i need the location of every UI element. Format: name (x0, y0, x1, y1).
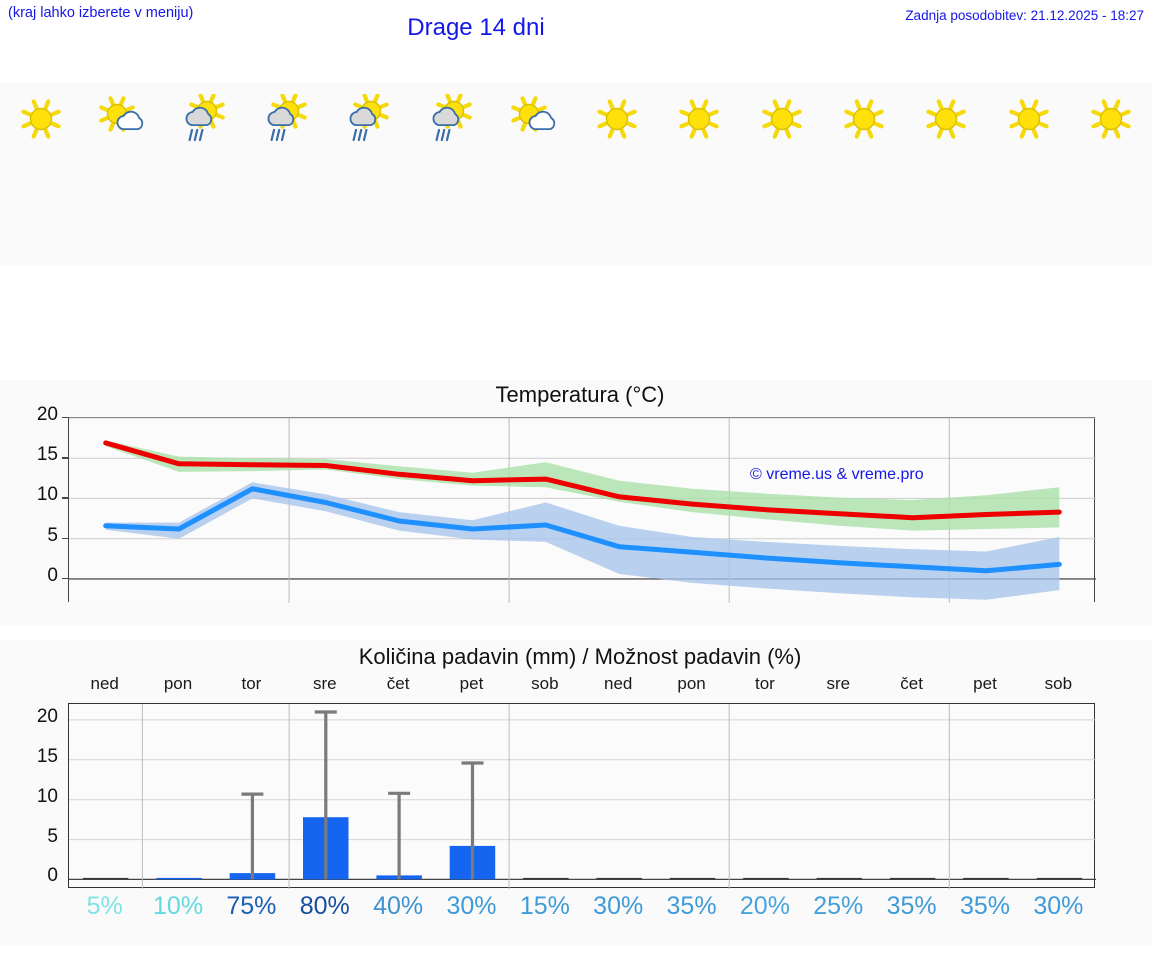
sun-weather-icon (823, 90, 905, 148)
precipitation-day-label: ned (604, 674, 633, 693)
precipitation-day-label: sob (1044, 674, 1073, 693)
precipitation-probability-label: 30% (1033, 892, 1084, 920)
precipitation-chart-panel: Količina padavin (mm) / Možnost padavin … (0, 640, 1152, 945)
daily-forecast-strip (0, 83, 1152, 265)
precipitation-day-label: tor (241, 674, 262, 693)
day-forecast-card[interactable] (905, 83, 987, 265)
day-forecast-card[interactable] (329, 83, 411, 265)
temperature-y-tick-label: 0 (47, 564, 58, 586)
temperature-y-tick-mark (62, 537, 68, 540)
menu-hint-text: (kraj lahko izberete v meniju) (8, 5, 194, 21)
precipitation-probability-label: 30% (593, 892, 644, 920)
temperature-y-tick-mark (62, 457, 68, 459)
sun-weather-icon (1070, 90, 1152, 148)
precipitation-day-label: sre (826, 674, 851, 693)
day-forecast-card[interactable] (823, 83, 905, 265)
precipitation-y-tick-label: 0 (47, 865, 58, 887)
precipitation-probability-label: 40% (373, 892, 424, 920)
precipitation-day-label: pon (163, 674, 193, 693)
sun-cloud-rain-weather-icon (165, 90, 247, 148)
page-header: (kraj lahko izberete v meniju) Drage 14 … (0, 0, 1152, 68)
temperature-y-tick-mark (62, 577, 68, 580)
precipitation-plot-area (68, 703, 1096, 889)
sun-weather-icon (0, 90, 82, 148)
sun-weather-icon (905, 90, 987, 148)
day-forecast-card[interactable] (247, 83, 329, 265)
precipitation-probability-label: 10% (153, 892, 204, 920)
temperature-y-tick-mark (62, 497, 68, 499)
sun-weather-icon (987, 90, 1069, 148)
day-forecast-card[interactable] (82, 83, 164, 265)
copyright-text: © vreme.us & vreme.pro (750, 466, 924, 483)
sun-cloud-rain-weather-icon (247, 90, 329, 148)
temperature-chart-panel: Temperatura (°C) 0 5 10 15 20 (0, 380, 1152, 625)
precipitation-probability-label: 5% (86, 892, 123, 920)
spacer-region (0, 265, 1152, 380)
precipitation-day-label: pet (973, 674, 997, 693)
day-forecast-card[interactable] (411, 83, 493, 265)
day-forecast-card[interactable] (165, 83, 247, 265)
precipitation-day-label: pon (677, 674, 706, 693)
precipitation-day-label: čet (900, 674, 923, 693)
precipitation-probability-label: 35% (666, 892, 717, 920)
temperature-y-tick-label: 10 (36, 484, 58, 506)
day-forecast-card[interactable] (576, 83, 658, 265)
precipitation-day-label: ned (90, 674, 119, 693)
precipitation-chart-title: Količina padavin (mm) / Možnost padavin … (358, 644, 802, 669)
sun-cloud-weather-icon (82, 90, 164, 148)
last-update-text: Zadnja posodobitev: 21.12.2025 - 18:27 (905, 8, 1144, 23)
temperature-y-tick-label: 15 (36, 444, 58, 466)
day-forecast-card[interactable] (658, 83, 740, 265)
precipitation-day-label: sob (531, 674, 559, 693)
precipitation-probability-label: 30% (446, 892, 497, 920)
precipitation-y-tick-label: 15 (36, 745, 58, 767)
precipitation-y-tick-label: 10 (36, 785, 58, 807)
precipitation-day-label: pet (459, 674, 484, 693)
temperature-chart-title: Temperatura (°C) (495, 382, 665, 407)
day-forecast-card[interactable] (494, 83, 576, 265)
temperature-y-tick-label: 5 (47, 524, 58, 546)
day-forecast-card[interactable] (741, 83, 823, 265)
precipitation-day-label: čet (386, 674, 410, 693)
precipitation-probability-label: 25% (813, 892, 864, 920)
precipitation-probability-row: 5% 10% 75% 80% 40% 30% 15% 30% 35% 20% 25% 35% 35% 30… (68, 892, 1095, 921)
precipitation-probability-label: 75% (226, 892, 277, 920)
sun-weather-icon (658, 90, 740, 148)
sun-weather-icon (576, 90, 658, 148)
temperature-y-tick-label: 20 (36, 404, 58, 425)
precipitation-probability-label: 35% (886, 892, 937, 920)
precipitation-y-tick-label: 20 (36, 705, 58, 727)
day-forecast-card[interactable] (0, 83, 82, 265)
precipitation-probability-label: 20% (739, 892, 790, 920)
precipitation-day-label: sre (312, 674, 337, 693)
sun-weather-icon (741, 90, 823, 148)
sun-cloud-rain-weather-icon (329, 90, 411, 148)
precipitation-probability-label: 35% (959, 892, 1011, 920)
temperature-y-tick-mark (62, 417, 68, 419)
precipitation-day-label: tor (754, 674, 775, 693)
day-forecast-card[interactable] (987, 83, 1069, 265)
precipitation-day-labels: ned pon tor sre čet pet sob ned pon tor sre čet pet s… (68, 674, 1095, 694)
day-forecast-card[interactable] (1070, 83, 1152, 265)
temperature-plot-area (68, 417, 1096, 603)
precipitation-probability-label: 80% (299, 892, 350, 920)
precipitation-y-tick-label: 5 (47, 825, 58, 847)
precipitation-probability-label: 15% (519, 892, 570, 920)
sun-cloud-weather-icon (494, 90, 576, 148)
sun-cloud-rain-weather-icon (411, 90, 493, 148)
page-title: Drage 14 dni (407, 14, 545, 41)
